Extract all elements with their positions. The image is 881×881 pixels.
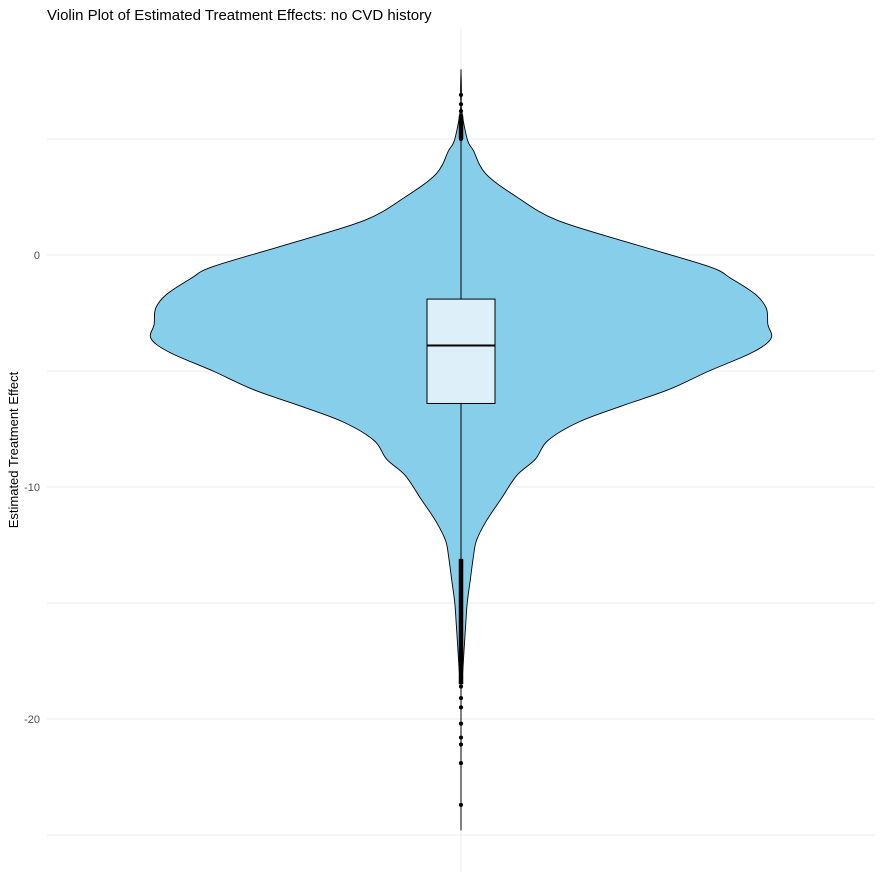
- outlier-point: [458, 577, 464, 582]
- outlier-point: [458, 668, 464, 673]
- outlier-point: [458, 113, 464, 118]
- outlier-point: [458, 568, 464, 573]
- outlier-point: [458, 598, 464, 603]
- y-tick-label: -10: [24, 482, 40, 494]
- outlier-point: [458, 619, 464, 624]
- outlier-point: [458, 640, 464, 645]
- outlier-point: [458, 563, 464, 568]
- y-tick-labels: 0 -10 -20: [24, 250, 40, 726]
- outlier-point: [458, 92, 464, 98]
- outlier-point: [458, 721, 464, 726]
- outlier-point: [458, 605, 464, 610]
- box: [426, 298, 496, 404]
- outlier-point: [458, 626, 464, 631]
- outlier-point: [458, 633, 464, 638]
- chart-title: Violin Plot of Estimated Treatment Effec…: [47, 7, 432, 24]
- outlier-point: [458, 675, 464, 680]
- outlier-point: [458, 742, 464, 747]
- outlier-point: [458, 612, 464, 617]
- outlier-point: [458, 705, 464, 710]
- y-axis-label: Estimated Treatment Effect: [6, 371, 21, 528]
- outlier-point: [458, 661, 464, 666]
- outlier-point: [458, 573, 464, 578]
- y-tick-label: 0: [34, 250, 40, 262]
- outlier-point: [458, 802, 464, 807]
- outlier-point: [458, 109, 464, 114]
- outlier-point: [458, 647, 464, 652]
- outlier-point: [458, 102, 464, 107]
- outlier-point: [458, 735, 464, 740]
- y-tick-label: -20: [24, 714, 40, 726]
- outlier-point: [458, 684, 464, 689]
- outlier-point: [458, 118, 464, 123]
- outlier-point: [458, 136, 464, 142]
- boxplot-layer: [426, 69, 496, 831]
- outlier-point: [458, 696, 464, 701]
- outlier-point: [458, 654, 464, 659]
- outlier-point: [458, 760, 464, 766]
- outlier-point: [458, 584, 464, 589]
- outlier-point: [458, 559, 464, 564]
- outlier-point: [458, 591, 464, 596]
